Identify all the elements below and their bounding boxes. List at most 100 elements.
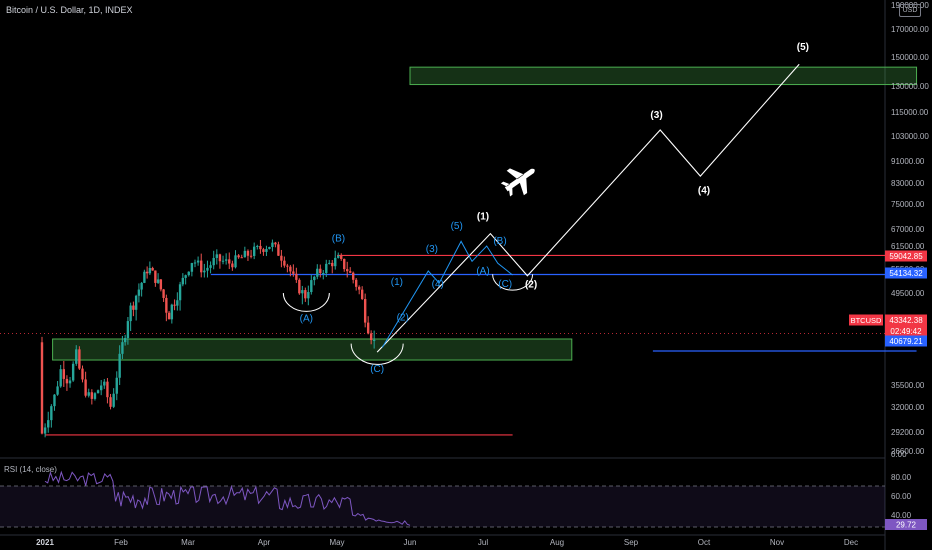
blue-wave-label: (C) (498, 279, 512, 290)
candle-body (134, 295, 138, 310)
price-badge (885, 267, 927, 279)
candle-body (65, 378, 69, 384)
candle-body (249, 255, 253, 257)
candle-body (337, 256, 340, 258)
candle-body (109, 397, 112, 407)
candle-body (84, 379, 87, 396)
time-tick-label: Feb (114, 538, 128, 547)
blue-wave-label: (B) (493, 236, 506, 247)
blue-elliott-wave (381, 240, 513, 348)
candle-body (170, 304, 174, 320)
candle-body (212, 257, 215, 266)
arc-c (350, 343, 404, 365)
candle-body (286, 265, 289, 267)
candle-body (173, 304, 176, 306)
candle-body (167, 312, 171, 320)
blue-wave-label: (A) (300, 313, 313, 324)
blue-wave-label: (A) (476, 266, 489, 277)
candle-body (328, 262, 331, 264)
candle-body (162, 289, 165, 298)
candle-body (228, 259, 231, 264)
candle-body (354, 279, 358, 287)
price-badge-label: 40679.21 (889, 337, 923, 346)
candle-body (203, 270, 206, 273)
candle-body (268, 246, 271, 249)
candle-body (190, 263, 194, 272)
candle-body (319, 268, 322, 274)
price-tick-label: 29200.00 (891, 428, 925, 437)
candle-body (310, 280, 313, 293)
candle-body (316, 268, 319, 277)
candle-body (159, 279, 163, 290)
price-tick-label: 61500.00 (891, 242, 925, 251)
candle-body (366, 322, 370, 334)
candle-body (143, 271, 146, 283)
candle-body (200, 260, 203, 273)
candle-body (256, 245, 259, 247)
candle-body (231, 263, 234, 268)
candle-body (59, 369, 62, 387)
white-wave-label: (5) (797, 42, 809, 53)
blue-wave-label: (2) (397, 313, 409, 324)
candle-body (93, 393, 97, 399)
rsi-tick-label: 40.00 (891, 511, 912, 520)
candle-body (363, 299, 367, 323)
candle-body (274, 242, 277, 245)
price-tick-label: 91000.00 (891, 157, 925, 166)
candle-body (224, 259, 228, 261)
candle-body (277, 244, 280, 256)
candle-body (283, 260, 286, 266)
support-zone[interactable] (52, 338, 573, 361)
time-tick-label: Dec (844, 538, 858, 547)
price-badge (885, 325, 927, 337)
white-wave-label: (4) (698, 186, 710, 197)
candle-body (148, 268, 152, 274)
white-wave-label: (2) (525, 279, 537, 290)
white-wave-label: (1) (477, 212, 489, 223)
time-tick-label: Sep (624, 538, 639, 547)
rsi-line (44, 470, 411, 526)
white-wave-label: (3) (650, 110, 662, 121)
currency-badge[interactable]: USD (899, 4, 921, 17)
candle-body (176, 300, 179, 306)
candle-body (307, 292, 310, 299)
candle-body (96, 390, 100, 394)
candle-body (99, 385, 103, 391)
candle-body (112, 393, 115, 407)
candle-body (184, 275, 187, 278)
candle-body (259, 245, 262, 250)
candle-body (331, 262, 334, 267)
time-tick-label: Apr (258, 538, 271, 547)
time-tick-label: Oct (698, 538, 711, 547)
candle-body (140, 282, 143, 290)
target-zone[interactable] (409, 66, 918, 86)
time-tick-label: Aug (550, 538, 564, 547)
candle-body (322, 272, 325, 274)
candle-body (56, 386, 59, 395)
candle-body (103, 381, 106, 386)
candle-body (360, 289, 364, 300)
candle-body (369, 333, 373, 341)
candle-body (196, 260, 200, 263)
candle-body (115, 377, 118, 394)
price-tick-label: 170000.00 (891, 25, 929, 34)
candle-body (209, 265, 212, 268)
candle-body (151, 268, 154, 271)
candle-body (280, 255, 283, 261)
chart-title: Bitcoin / U.S. Dollar, 1D, INDEX (6, 5, 133, 15)
time-tick-label: Jun (404, 538, 417, 547)
candle-body (178, 284, 182, 301)
rsi-tick-label: 80.00 (891, 473, 912, 482)
candle-body (90, 392, 94, 399)
price-badge (885, 335, 927, 347)
candle-body (237, 255, 240, 258)
candle-body (271, 242, 274, 247)
price-tick-label: 26600.00 (891, 447, 925, 456)
candle-body (71, 363, 75, 381)
price-tick-label: 103000.00 (891, 132, 929, 141)
candle-body (325, 263, 328, 273)
price-tick-label: 49500.00 (891, 289, 925, 298)
candle-body (349, 271, 352, 273)
white-elliott-wave (376, 63, 800, 353)
